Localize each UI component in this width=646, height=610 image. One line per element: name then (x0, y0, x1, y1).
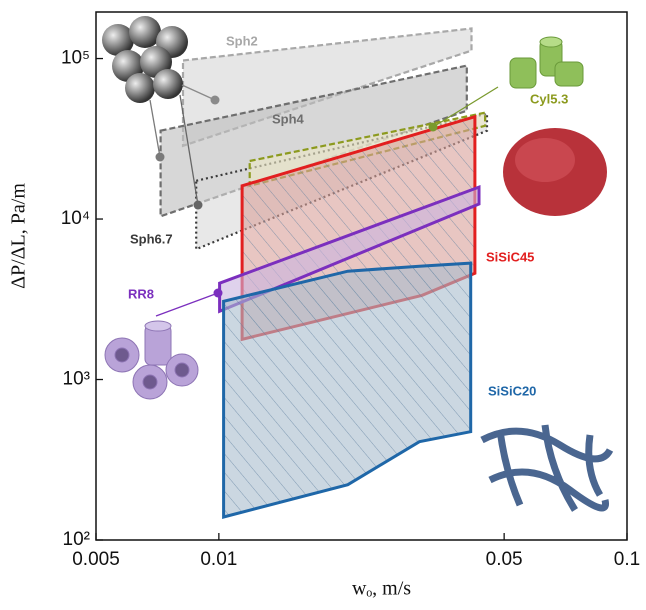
region-label: Sph4 (272, 111, 305, 126)
region-label: SiSiC20 (488, 383, 536, 398)
sphere-icon (102, 16, 188, 103)
region-label: Sph6.7 (130, 231, 173, 246)
y-tick-label: 10² (63, 529, 90, 550)
callout-dot (214, 289, 223, 298)
chart: 10² 10³ 10⁴ 10⁵ 0.005 0.01 0.05 0.1 wₒ, m/s ΔP/ΔL… (0, 0, 646, 605)
region-group (224, 263, 471, 517)
y-tick-label: 10⁴ (61, 208, 90, 229)
y-tick-label: 10⁵ (61, 48, 90, 69)
y-axis-label: ΔP/ΔL, Pa/m (8, 183, 30, 289)
callout-line (156, 293, 218, 316)
y-tick-label: 10³ (63, 369, 90, 390)
foam-blue-icon (482, 425, 610, 510)
region-hatch (224, 263, 471, 517)
x-tick-label: 0.01 (200, 549, 237, 570)
callout-dot (194, 201, 203, 210)
foam-red-icon (503, 128, 607, 216)
region-label: RR8 (128, 286, 154, 301)
x-axis-label: wₒ, m/s (352, 578, 411, 600)
callout-dot (156, 153, 165, 162)
x-tick-label: 0.05 (486, 549, 523, 570)
callout-line (150, 100, 160, 157)
region-label: Cyl5.3 (530, 91, 568, 106)
x-tick-label: 0.1 (614, 549, 640, 570)
region-label: SiSiC45 (486, 249, 534, 264)
callout-dot (429, 123, 438, 132)
callout-dot (211, 96, 220, 105)
ring-icon (105, 321, 198, 399)
cylinder-icon (510, 37, 583, 88)
x-tick-label: 0.005 (72, 549, 120, 570)
region-label: Sph2 (226, 33, 258, 48)
